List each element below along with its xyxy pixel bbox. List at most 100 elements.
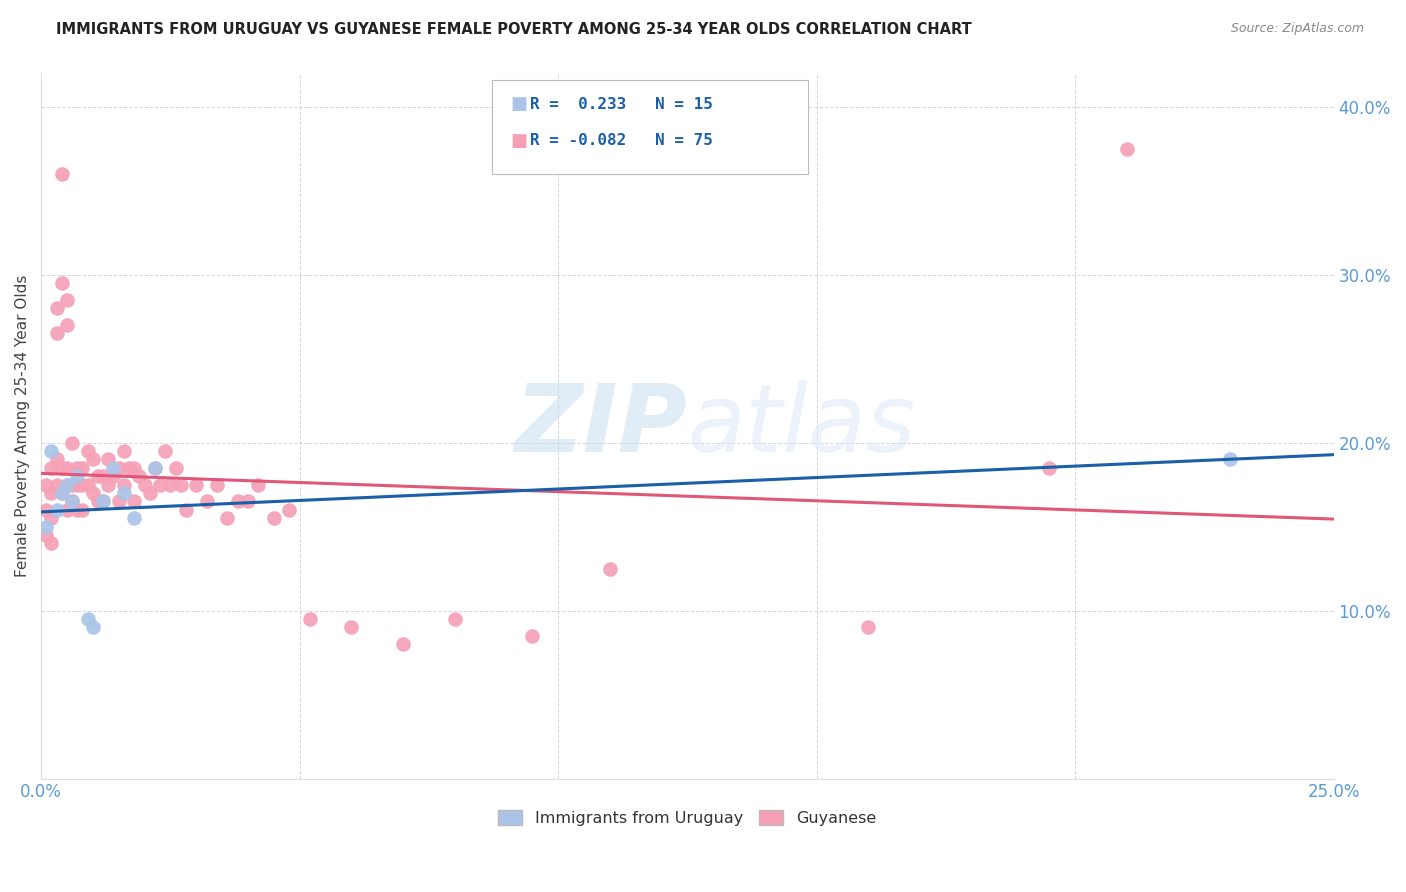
Point (45, 502, 67, 516)
Point (226, 494, 249, 508)
Y-axis label: Female Poverty Among 25-34 Year Olds: Female Poverty Among 25-34 Year Olds (15, 275, 30, 577)
Point (122, 460, 145, 475)
Point (56, 460, 79, 475)
Text: atlas: atlas (688, 380, 915, 471)
Point (263, 511, 285, 525)
Point (91, 494, 114, 508)
Point (118, 460, 141, 475)
Point (170, 477, 193, 491)
Point (858, 620, 880, 634)
Point (112, 444, 135, 458)
Point (72, 477, 94, 491)
Text: ■: ■ (510, 132, 527, 150)
Point (149, 477, 172, 491)
Point (122, 494, 145, 508)
Point (45, 326, 67, 341)
Point (82, 486, 104, 500)
Point (35, 477, 58, 491)
Point (195, 494, 218, 508)
Point (174, 502, 197, 516)
Point (112, 486, 135, 500)
Point (165, 460, 187, 475)
Point (87, 494, 110, 508)
Point (45, 477, 67, 491)
Point (107, 494, 129, 508)
Point (45, 452, 67, 467)
Point (122, 511, 145, 525)
Text: R =  0.233   N = 15: R = 0.233 N = 15 (530, 97, 713, 112)
Point (247, 477, 270, 491)
Point (340, 620, 363, 634)
Point (51, 486, 73, 500)
Point (60, 494, 83, 508)
Point (41, 444, 63, 458)
Point (103, 469, 125, 483)
Text: ZIP: ZIP (515, 380, 688, 472)
Point (72, 502, 94, 516)
Point (143, 460, 166, 475)
Point (443, 612, 465, 626)
Point (87, 469, 110, 483)
Point (41, 511, 63, 525)
Point (217, 511, 239, 525)
Legend: Immigrants from Uruguay, Guyanese: Immigrants from Uruguay, Guyanese (491, 802, 884, 834)
Point (91, 494, 114, 508)
Point (112, 477, 135, 491)
Point (56, 318, 79, 332)
Point (205, 477, 228, 491)
Point (186, 477, 208, 491)
Point (522, 629, 544, 643)
Point (51, 276, 73, 290)
Point (159, 477, 181, 491)
Point (76, 477, 98, 491)
Point (82, 452, 104, 467)
Point (138, 486, 160, 500)
Point (56, 293, 79, 307)
Point (599, 561, 621, 575)
Text: R = -0.082   N = 75: R = -0.082 N = 75 (530, 134, 713, 148)
Point (45, 301, 67, 315)
Point (97, 452, 120, 467)
Point (103, 460, 125, 475)
Point (35, 528, 58, 542)
Text: Source: ZipAtlas.com: Source: ZipAtlas.com (1230, 22, 1364, 36)
Point (76, 444, 98, 458)
Point (72, 460, 94, 475)
Point (107, 460, 129, 475)
Point (97, 477, 120, 491)
Point (41, 460, 63, 475)
Point (56, 502, 79, 516)
Point (56, 477, 79, 491)
Point (153, 444, 176, 458)
Point (35, 519, 58, 533)
Point (91, 469, 114, 483)
Point (66, 460, 89, 475)
Point (41, 486, 63, 500)
Text: ■: ■ (510, 95, 527, 113)
Point (392, 637, 415, 651)
Point (60, 494, 83, 508)
Point (278, 502, 301, 516)
Point (1115, 142, 1137, 156)
Point (51, 167, 73, 181)
Point (66, 477, 89, 491)
Point (60, 477, 83, 491)
Point (35, 502, 58, 516)
Point (56, 477, 79, 491)
Point (298, 612, 321, 626)
Point (41, 536, 63, 550)
Point (51, 460, 73, 475)
Point (134, 477, 156, 491)
Point (143, 460, 166, 475)
Point (76, 612, 98, 626)
Point (66, 469, 89, 483)
Point (128, 469, 150, 483)
Point (51, 486, 73, 500)
Point (82, 620, 104, 634)
Point (66, 502, 89, 516)
Point (236, 494, 259, 508)
Point (60, 435, 83, 450)
Point (1219, 452, 1241, 467)
Text: IMMIGRANTS FROM URUGUAY VS GUYANESE FEMALE POVERTY AMONG 25-34 YEAR OLDS CORRELA: IMMIGRANTS FROM URUGUAY VS GUYANESE FEMA… (56, 22, 972, 37)
Point (1038, 460, 1060, 475)
